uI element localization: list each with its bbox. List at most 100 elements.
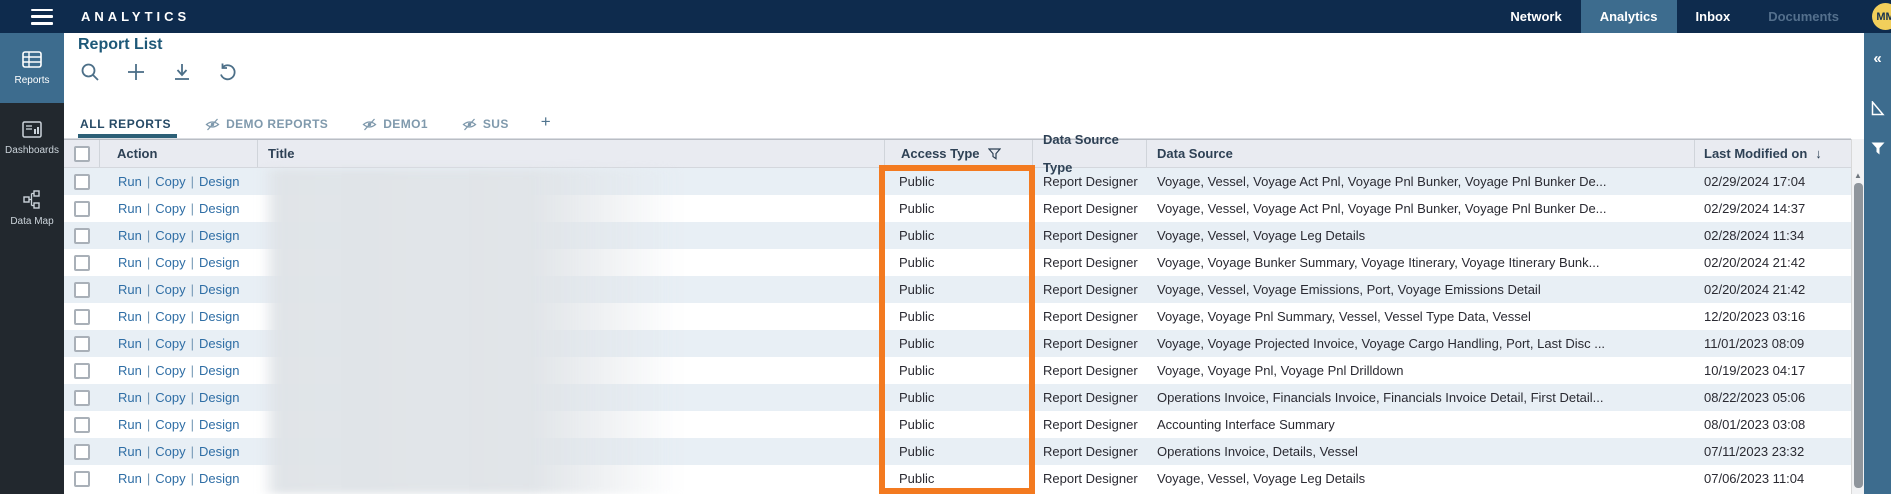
triangle-ruler-icon[interactable] <box>1864 95 1891 122</box>
sort-descending-arrow[interactable]: ↓ <box>1815 145 1822 161</box>
run-link[interactable]: Run <box>118 417 142 432</box>
row-checkbox[interactable] <box>74 227 90 244</box>
sidebar-item-data-map[interactable]: Data Map <box>0 173 64 243</box>
run-link[interactable]: Run <box>118 309 142 324</box>
data-source-cell: Voyage, Vessel, Voyage Act Pnl, Voyage P… <box>1157 174 1607 189</box>
column-header-data-source-type[interactable]: Data Source Type <box>1033 132 1147 175</box>
design-link[interactable]: Design <box>199 417 240 432</box>
run-link[interactable]: Run <box>118 390 142 405</box>
run-link[interactable]: Run <box>118 363 142 378</box>
sidebar-item-reports[interactable]: Reports <box>0 33 64 103</box>
row-checkbox[interactable] <box>74 362 90 379</box>
add-report-button[interactable] <box>124 60 148 84</box>
top-navigation-bar: ANALYTICS Network Analytics Inbox Docume… <box>0 0 1891 33</box>
row-checkbox[interactable] <box>74 254 90 271</box>
vertical-scrollbar[interactable]: ▲ <box>1851 139 1864 494</box>
copy-link[interactable]: Copy <box>155 228 186 243</box>
column-header-data-source[interactable]: Data Source <box>1147 140 1695 167</box>
tab-all-reports[interactable]: ALL REPORTS <box>78 117 178 138</box>
row-checkbox[interactable] <box>74 470 90 487</box>
nav-item-analytics[interactable]: Analytics <box>1580 0 1677 33</box>
access-type-cell: Public <box>899 228 935 243</box>
last-modified-cell: 11/01/2023 08:09 <box>1704 336 1805 351</box>
data-source-cell: Voyage, Voyage Pnl, Voyage Pnl Drilldown <box>1157 363 1404 378</box>
column-header-access-type[interactable]: Access Type <box>885 140 1033 167</box>
design-link[interactable]: Design <box>199 444 240 459</box>
nav-item-documents[interactable]: Documents <box>1768 9 1839 24</box>
data-source-type-cell: Report Designer <box>1043 201 1138 216</box>
data-source-cell: Voyage, Voyage Pnl Summary, Vessel, Vess… <box>1157 309 1531 324</box>
download-button[interactable] <box>170 60 194 84</box>
column-header-title[interactable]: Title <box>258 140 885 167</box>
copy-link[interactable]: Copy <box>155 417 186 432</box>
row-checkbox[interactable] <box>74 335 90 352</box>
run-link[interactable]: Run <box>118 228 142 243</box>
design-link[interactable]: Design <box>199 336 240 351</box>
design-link[interactable]: Design <box>199 228 240 243</box>
row-checkbox[interactable] <box>74 281 90 298</box>
row-checkbox[interactable] <box>74 416 90 433</box>
copy-link[interactable]: Copy <box>155 471 186 486</box>
run-link[interactable]: Run <box>118 255 142 270</box>
design-link[interactable]: Design <box>199 282 240 297</box>
tab-sus[interactable]: SUS <box>460 117 515 138</box>
run-link[interactable]: Run <box>118 174 142 189</box>
design-link[interactable]: Design <box>199 309 240 324</box>
column-header-last-modified[interactable]: Last Modified on ↓ <box>1695 140 1851 167</box>
collapse-panel-icon[interactable]: « <box>1873 50 1882 67</box>
nav-item-inbox[interactable]: Inbox <box>1695 9 1731 24</box>
design-link[interactable]: Design <box>199 390 240 405</box>
hamburger-menu-icon[interactable] <box>31 8 53 25</box>
download-icon <box>172 62 192 82</box>
copy-link[interactable]: Copy <box>155 363 186 378</box>
row-checkbox[interactable] <box>74 308 90 325</box>
copy-link[interactable]: Copy <box>155 336 186 351</box>
data-source-type-cell: Report Designer <box>1043 390 1138 405</box>
run-link[interactable]: Run <box>118 201 142 216</box>
row-checkbox[interactable] <box>74 200 90 217</box>
nav-item-network[interactable]: Network <box>1510 9 1562 24</box>
copy-link[interactable]: Copy <box>155 201 186 216</box>
copy-link[interactable]: Copy <box>155 174 186 189</box>
copy-link[interactable]: Copy <box>155 390 186 405</box>
sidebar-item-dashboards[interactable]: Dashboards <box>0 103 64 173</box>
tab-demo-reports[interactable]: DEMO REPORTS <box>203 117 334 138</box>
design-link[interactable]: Design <box>199 471 240 486</box>
column-header-action[interactable]: Action <box>100 140 258 167</box>
hidden-eye-slash-icon <box>205 118 220 131</box>
row-checkbox[interactable] <box>74 443 90 460</box>
scrollbar-thumb[interactable] <box>1854 183 1863 488</box>
table-header-row: Action Title Access Type Data Source Typ… <box>64 132 1851 175</box>
report-table: Action Title Access Type Data Source Typ… <box>64 132 1851 492</box>
scroll-up-arrow-icon[interactable]: ▲ <box>1854 171 1862 180</box>
row-checkbox[interactable] <box>74 389 90 406</box>
design-link[interactable]: Design <box>199 201 240 216</box>
title-cell <box>258 168 885 195</box>
tab-demo1[interactable]: DEMO1 <box>360 117 434 138</box>
design-link[interactable]: Design <box>199 174 240 189</box>
reset-button[interactable] <box>216 60 240 84</box>
copy-link[interactable]: Copy <box>155 309 186 324</box>
filter-funnel-icon[interactable] <box>1864 135 1891 162</box>
title-cell <box>258 222 885 249</box>
copy-link[interactable]: Copy <box>155 444 186 459</box>
design-link[interactable]: Design <box>199 255 240 270</box>
row-checkbox[interactable] <box>74 173 90 190</box>
run-link[interactable]: Run <box>118 336 142 351</box>
run-link[interactable]: Run <box>118 282 142 297</box>
copy-link[interactable]: Copy <box>155 255 186 270</box>
run-link[interactable]: Run <box>118 471 142 486</box>
design-link[interactable]: Design <box>199 363 240 378</box>
table-row: Run | Copy | Design Public Report Designer Oper… <box>64 384 1851 411</box>
run-link[interactable]: Run <box>118 444 142 459</box>
filter-funnel-icon[interactable] <box>987 147 1001 160</box>
row-action-links: Run | Copy | Design <box>118 282 240 297</box>
search-button[interactable] <box>78 60 102 84</box>
title-cell <box>258 384 885 411</box>
last-modified-cell: 08/01/2023 03:08 <box>1704 417 1806 432</box>
copy-link[interactable]: Copy <box>155 282 186 297</box>
row-action-links: Run | Copy | Design <box>118 417 240 432</box>
user-avatar[interactable]: MM <box>1872 3 1891 30</box>
add-tab-button[interactable]: + <box>540 112 551 131</box>
select-all-checkbox[interactable] <box>73 145 90 162</box>
